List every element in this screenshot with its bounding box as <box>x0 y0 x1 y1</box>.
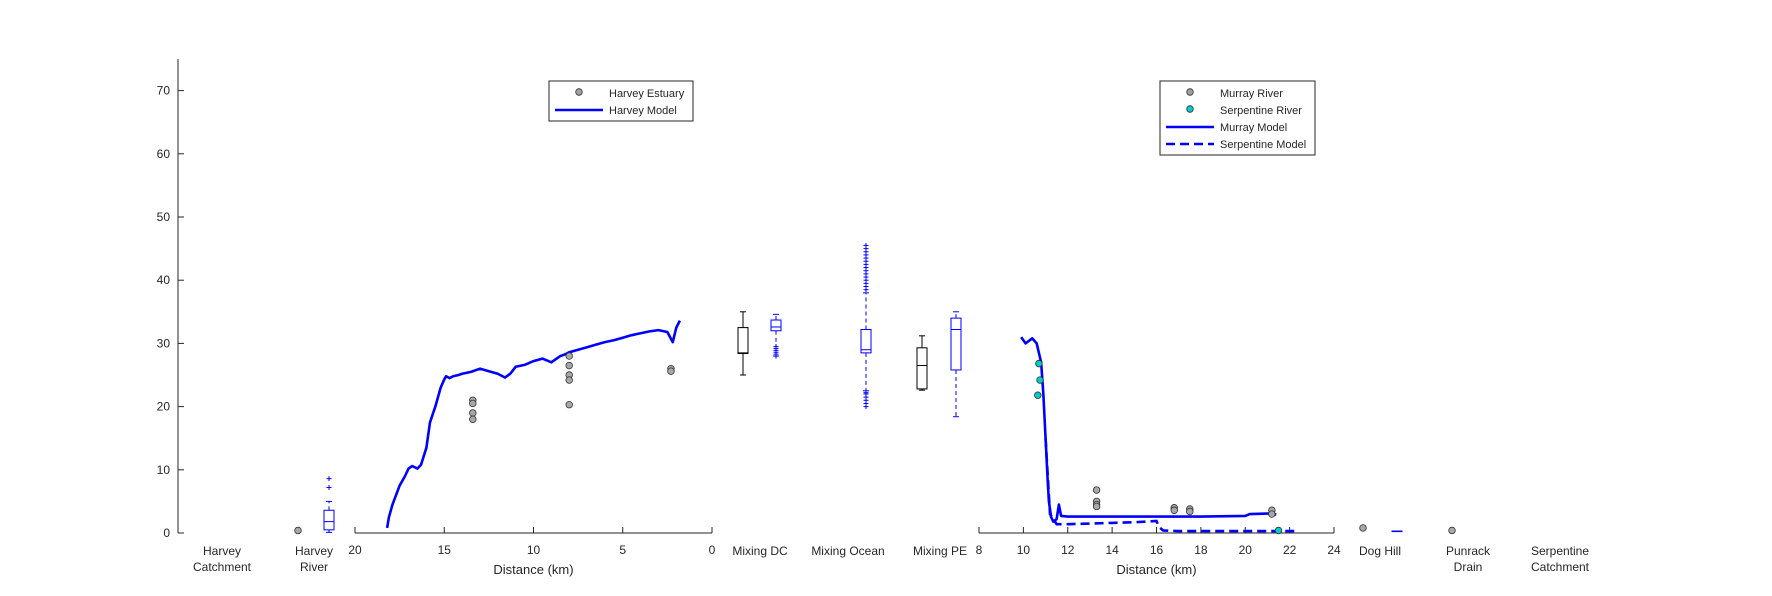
murray-x-tick-label: 14 <box>1105 543 1119 557</box>
harvey-model-line <box>385 320 682 529</box>
boxplot-box <box>737 327 749 355</box>
site-label: River <box>300 560 328 574</box>
murray-legend-marker <box>1186 105 1194 113</box>
site-label: Catchment <box>1531 560 1590 574</box>
serpentine-river-point <box>1034 391 1042 399</box>
murray-river-point <box>1268 510 1276 518</box>
murray-legend-label: Murray Model <box>1220 122 1287 134</box>
harvey-x-axis-label: Distance (km) <box>493 562 573 577</box>
harvey-legend-label: Harvey Model <box>609 105 677 117</box>
site-label: Catchment <box>193 560 252 574</box>
site-observation-point <box>1448 526 1456 535</box>
serpentine-river-point <box>1035 359 1043 368</box>
harvey-estuary-point <box>667 367 675 375</box>
site-label: Mixing PE <box>913 544 967 558</box>
site-label: Harvey <box>203 544 241 558</box>
murray-x-tick-label: 10 <box>1017 543 1031 557</box>
harvey-estuary-point <box>469 415 477 423</box>
murray-x-tick-label: 24 <box>1327 543 1341 557</box>
y-tick-label: 20 <box>157 400 171 414</box>
boxplot-box <box>323 509 335 531</box>
murray-legend-label: Serpentine Model <box>1220 139 1306 151</box>
site-label: Punrack <box>1446 544 1491 558</box>
harvey-legend-box <box>548 80 694 122</box>
y-tick-label: 10 <box>157 463 171 477</box>
site-label: Drain <box>1454 560 1483 574</box>
harvey-x-tick-label: 20 <box>348 543 362 557</box>
harvey-estuary-point <box>469 399 477 408</box>
harvey-x-tick-label: 15 <box>438 543 452 557</box>
murray-x-tick-label: 12 <box>1061 543 1075 557</box>
harvey-x-tick-label: 10 <box>527 543 541 557</box>
harvey-estuary-point <box>565 361 573 370</box>
murray-x-tick-label: 16 <box>1150 543 1164 557</box>
harvey-x-tick-label: 0 <box>709 543 716 557</box>
site-label: Mixing DC <box>732 544 788 558</box>
murray-river-point <box>1170 506 1178 514</box>
murray-river-point <box>1092 486 1101 494</box>
murray-x-tick-label: 22 <box>1283 543 1297 557</box>
boxplot-mixing-dc <box>770 313 782 359</box>
harvey-x-tick-label: 5 <box>619 543 626 557</box>
y-tick-label: 50 <box>157 210 171 224</box>
y-tick-label: 30 <box>157 336 171 350</box>
boxplot-box <box>770 319 782 332</box>
harvey-estuary-point <box>565 401 573 409</box>
y-tick-label: 60 <box>157 147 171 161</box>
murray-river-point <box>1186 507 1194 516</box>
harvey-legend-label: Harvey Estuary <box>609 88 685 100</box>
harvey-estuary-point <box>469 409 477 417</box>
harvey-estuary-point <box>565 352 573 360</box>
boxplot-box <box>916 347 928 390</box>
site-label: Serpentine <box>1531 544 1589 558</box>
serpentine-river-point <box>1036 376 1044 384</box>
murray-river-point <box>1092 502 1101 511</box>
murray-legend-marker <box>1186 88 1194 96</box>
murray-legend-label: Serpentine River <box>1220 105 1302 117</box>
boxplot-harvey-river <box>323 476 335 533</box>
harvey-estuary-point <box>565 376 573 384</box>
serpentine-river-point <box>1274 526 1283 535</box>
site-observation-point <box>1359 524 1367 532</box>
serpentine-model-line <box>1044 438 1297 533</box>
murray-legend-label: Murray River <box>1220 88 1283 100</box>
murray-x-tick-label: 20 <box>1239 543 1253 557</box>
y-tick-label: 70 <box>157 84 171 98</box>
murray-x-tick-label: 8 <box>976 543 983 557</box>
site-label: Dog Hill <box>1359 544 1401 558</box>
site-label: Harvey <box>295 544 333 558</box>
boxplot-mixing-pe <box>950 311 962 418</box>
y-tick-label: 0 <box>163 526 170 540</box>
site-observation-point <box>294 526 302 535</box>
boxplot-dog-hill <box>1391 530 1403 533</box>
murray-model-line <box>1020 336 1277 523</box>
boxplot-mixing-pe <box>916 335 928 391</box>
harvey-legend-marker <box>575 88 583 96</box>
y-tick-label: 40 <box>157 273 171 287</box>
site-label: Mixing Ocean <box>811 544 884 558</box>
murray-legend-box <box>1159 80 1316 156</box>
chart-marks-layer: 010203040506070HarveyCatchmentHarveyRive… <box>157 59 1590 577</box>
boxplot-mixing-dc <box>737 311 749 376</box>
boxplot-box <box>950 317 962 371</box>
murray-x-tick-label: 18 <box>1194 543 1208 557</box>
boxplot-mixing-ocean <box>860 242 872 410</box>
boxplot-box <box>860 328 872 354</box>
murray-x-axis-label: Distance (km) <box>1116 562 1196 577</box>
